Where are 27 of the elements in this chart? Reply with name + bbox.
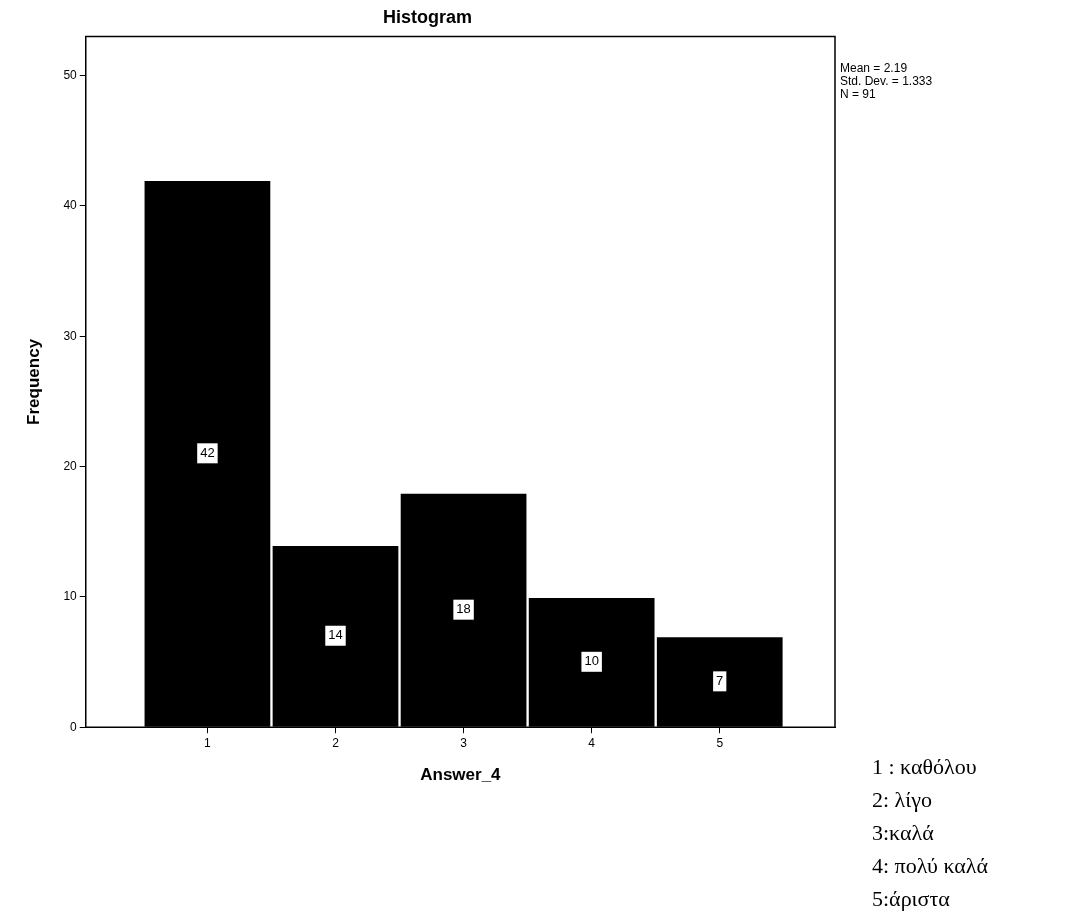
y-tick-label: 0 bbox=[70, 719, 78, 734]
data-label: 18 bbox=[456, 601, 471, 617]
text: 3:καλά bbox=[872, 819, 935, 847]
y-tick-label: 40 bbox=[63, 198, 78, 213]
text: N = 91 bbox=[840, 87, 877, 101]
x-tick-label: 4 bbox=[588, 735, 596, 750]
y-tick-label: 50 bbox=[63, 68, 78, 82]
text: 4: πολύ καλά bbox=[872, 852, 988, 880]
x-tick-label: 2 bbox=[332, 735, 340, 750]
data-label: 14 bbox=[328, 627, 343, 643]
chart-title: Histogram bbox=[382, 6, 473, 27]
text: 5:άριστα bbox=[872, 885, 951, 913]
text: Std. Dev. = 1.333 bbox=[840, 74, 933, 88]
x-tick-label: 5 bbox=[716, 735, 724, 750]
data-label: 10 bbox=[584, 653, 599, 669]
data-label: 7 bbox=[716, 672, 724, 688]
y-axis-title: Frequency bbox=[23, 338, 43, 425]
x-tick-label: 3 bbox=[460, 735, 468, 750]
data-label: 42 bbox=[200, 444, 215, 460]
y-tick-label: 10 bbox=[63, 589, 78, 604]
x-tick-label: 1 bbox=[204, 735, 212, 750]
text: 2: λίγο bbox=[872, 786, 933, 814]
y-tick-label: 20 bbox=[63, 458, 78, 473]
y-tick-label: 30 bbox=[63, 328, 78, 343]
text: Mean = 2.19 bbox=[840, 61, 909, 75]
x-axis-title: Answer_4 bbox=[420, 765, 502, 785]
text: 1 : καθόλου bbox=[872, 753, 978, 781]
